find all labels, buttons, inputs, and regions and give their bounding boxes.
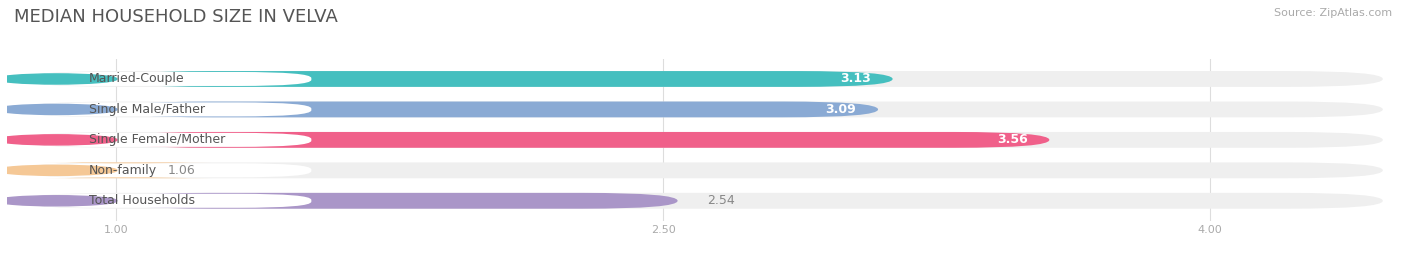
Circle shape xyxy=(0,74,117,84)
FancyBboxPatch shape xyxy=(24,132,1384,148)
FancyBboxPatch shape xyxy=(117,101,879,117)
Text: Single Male/Father: Single Male/Father xyxy=(89,103,205,116)
Text: 3.56: 3.56 xyxy=(997,133,1028,146)
Text: MEDIAN HOUSEHOLD SIZE IN VELVA: MEDIAN HOUSEHOLD SIZE IN VELVA xyxy=(14,8,337,26)
Text: Single Female/Mother: Single Female/Mother xyxy=(89,133,225,146)
FancyBboxPatch shape xyxy=(27,163,311,177)
FancyBboxPatch shape xyxy=(117,132,1049,148)
Circle shape xyxy=(0,165,117,175)
Text: 3.13: 3.13 xyxy=(839,72,870,86)
FancyBboxPatch shape xyxy=(24,162,1384,178)
FancyBboxPatch shape xyxy=(27,102,311,116)
FancyBboxPatch shape xyxy=(27,194,311,208)
Circle shape xyxy=(0,196,117,206)
Text: Source: ZipAtlas.com: Source: ZipAtlas.com xyxy=(1274,8,1392,18)
FancyBboxPatch shape xyxy=(27,72,311,86)
Text: 2.54: 2.54 xyxy=(707,194,734,207)
Text: Non-family: Non-family xyxy=(89,164,157,177)
FancyBboxPatch shape xyxy=(117,193,678,209)
Circle shape xyxy=(0,104,117,115)
Text: 3.09: 3.09 xyxy=(825,103,856,116)
FancyBboxPatch shape xyxy=(117,71,893,87)
Text: Married-Couple: Married-Couple xyxy=(89,72,184,86)
FancyBboxPatch shape xyxy=(27,133,311,147)
FancyBboxPatch shape xyxy=(44,162,211,178)
FancyBboxPatch shape xyxy=(24,101,1384,117)
FancyBboxPatch shape xyxy=(24,71,1384,87)
FancyBboxPatch shape xyxy=(24,193,1384,209)
Text: 1.06: 1.06 xyxy=(167,164,195,177)
Circle shape xyxy=(0,135,117,145)
Text: Total Households: Total Households xyxy=(89,194,195,207)
